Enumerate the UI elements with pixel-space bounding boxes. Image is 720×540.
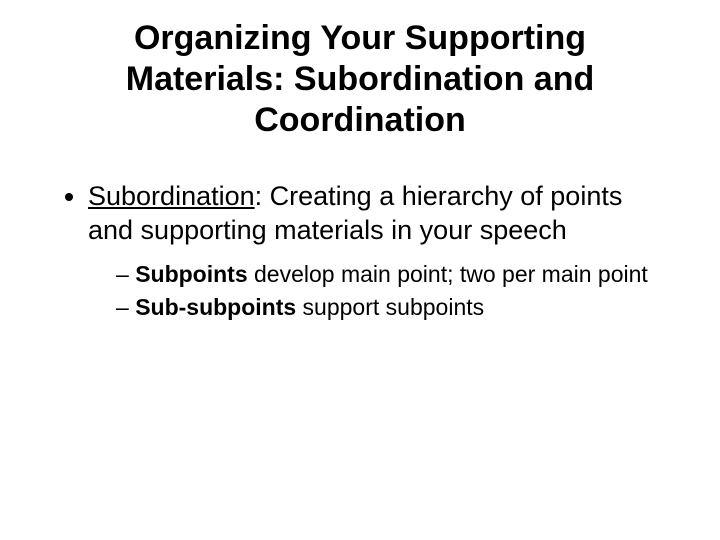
sub-bullet-list: Subpoints develop main point; two per ma…	[88, 260, 660, 322]
sub-bullet-2-bold: Sub-subpoints	[135, 294, 296, 320]
bullet-list: Subordination: Creating a hierarchy of p…	[40, 180, 680, 321]
term-subordination: Subordination	[88, 181, 255, 211]
sub-bullet-2-text: support subpoints	[296, 294, 484, 320]
sub-bullet-1-text: develop main point; two per main point	[248, 261, 648, 287]
sub-bullet-1-bold: Subpoints	[135, 261, 247, 287]
sub-bullet-1: Subpoints develop main point; two per ma…	[116, 260, 660, 289]
bullet-item-1: Subordination: Creating a hierarchy of p…	[88, 180, 680, 321]
sub-bullet-2: Sub-subpoints support subpoints	[116, 293, 660, 322]
slide-title: Organizing Your Supporting Materials: Su…	[80, 18, 640, 140]
slide: Organizing Your Supporting Materials: Su…	[0, 0, 720, 540]
